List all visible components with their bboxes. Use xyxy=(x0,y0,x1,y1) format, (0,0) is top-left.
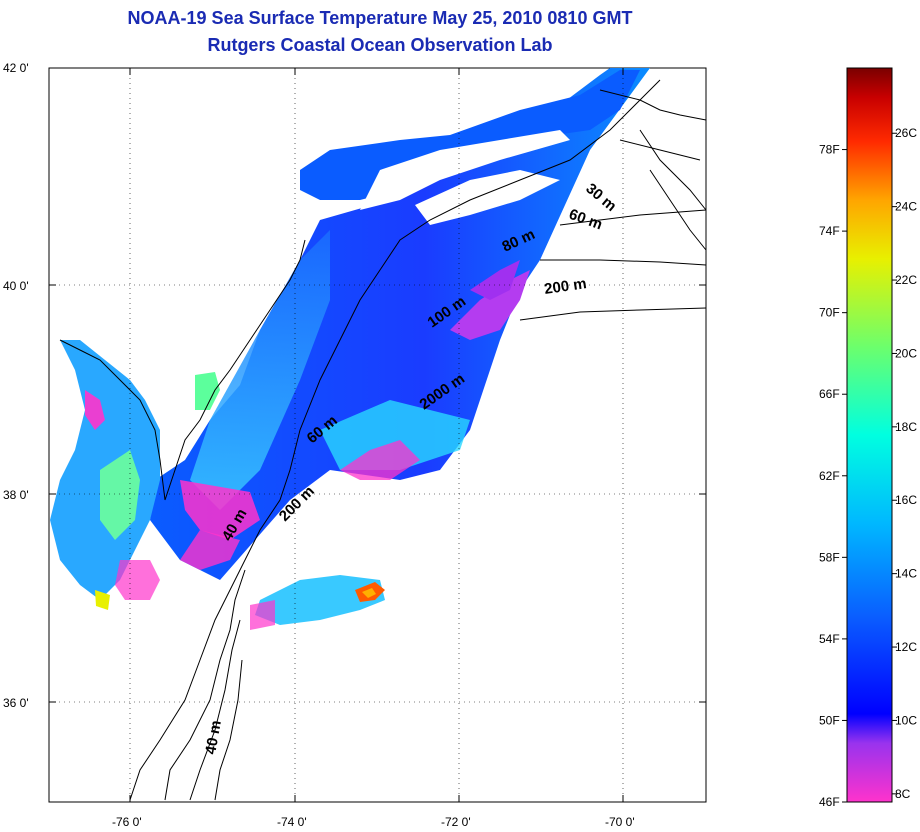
colorbar-c-label: 14C xyxy=(895,567,917,581)
lat-label-36: 36 0' xyxy=(3,696,29,710)
lon-label-74: -74 0' xyxy=(277,815,307,829)
colorbar-c-label: 24C xyxy=(895,200,917,214)
contour-label-40m-south: 40 m xyxy=(202,719,225,756)
coastlines xyxy=(59,79,707,801)
colorbar-f-label: 62F xyxy=(819,469,840,483)
colorbar-ticks xyxy=(842,132,897,803)
frame-ticks xyxy=(49,68,706,802)
colorbar-c-label: 20C xyxy=(895,346,917,360)
colorbar-f-label: 50F xyxy=(819,713,840,727)
lon-label-76: -76 0' xyxy=(112,815,142,829)
sst-swath xyxy=(50,68,650,630)
lat-label-38: 38 0' xyxy=(3,488,29,502)
colorbar-f-label: 58F xyxy=(819,550,840,564)
colorbar-f-label: 74F xyxy=(819,224,840,238)
lat-label-42: 42 0' xyxy=(3,61,29,75)
colorbar-c-label: 12C xyxy=(895,640,917,654)
lon-label-70: -70 0' xyxy=(605,815,635,829)
colorbar-c-label: 10C xyxy=(895,713,917,727)
colorbar-celsius-labels: 26C 24C 22C 20C 18C 16C 14C 12C 10C 8C xyxy=(895,126,917,801)
contour-label-200m-north: 200 m xyxy=(543,275,587,298)
lon-label-72: -72 0' xyxy=(441,815,471,829)
colorbar-fahrenheit-labels: 78F 74F 70F 66F 62F 58F 54F 50F 46F xyxy=(819,143,840,809)
colorbar-f-label: 46F xyxy=(819,795,840,809)
colorbar-f-label: 78F xyxy=(819,143,840,157)
map-title: NOAA-19 Sea Surface Temperature May 25, … xyxy=(127,8,633,28)
colorbar-f-label: 66F xyxy=(819,387,840,401)
lat-label-40: 40 0' xyxy=(3,279,29,293)
colorbar xyxy=(846,67,893,803)
colorbar-c-label: 8C xyxy=(895,787,911,801)
colorbar-c-label: 22C xyxy=(895,273,917,287)
colorbar-c-label: 18C xyxy=(895,420,917,434)
colorbar-f-label: 70F xyxy=(819,306,840,320)
colorbar-f-label: 54F xyxy=(819,632,840,646)
colorbar-c-label: 16C xyxy=(895,493,917,507)
colorbar-c-label: 26C xyxy=(895,126,917,140)
map-subtitle: Rutgers Coastal Ocean Observation Lab xyxy=(207,35,553,55)
